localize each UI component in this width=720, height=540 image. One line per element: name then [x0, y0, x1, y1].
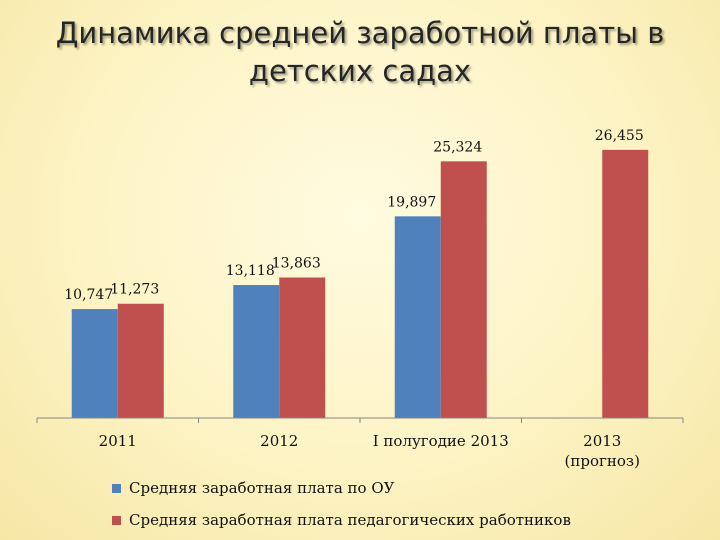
- bar-ou-0: [71, 309, 118, 418]
- legend-item-ou: Средняя заработная плата по ОУ: [112, 472, 571, 504]
- x-tick-label-2: I полугодие 2013: [373, 432, 509, 450]
- x-axis-tick-labels: 2011 2012 I полугодие 2013 2013 (прогноз): [99, 432, 640, 470]
- chart-title-line-1: Динамика средней заработной платы в: [55, 16, 665, 50]
- data-label-ped-3: 26,455: [595, 128, 644, 144]
- legend-label-ped: Средняя заработная плата педагогических …: [129, 511, 571, 529]
- x-tick-label-3: 2013 (прогноз): [565, 432, 640, 470]
- chart-title: Динамика средней заработной платы в детс…: [0, 14, 720, 90]
- bar-ou-1: [233, 285, 280, 418]
- bar-ou-2: [394, 216, 441, 418]
- data-label-ped-0: 11,273: [110, 282, 159, 298]
- chart-title-line-2: детских садах: [248, 54, 472, 88]
- bar-ped-0: [117, 303, 164, 418]
- data-label-ped-2: 25,324: [433, 139, 482, 155]
- legend-swatch-ped: [112, 515, 121, 525]
- data-label-ped-1: 13,863: [272, 255, 321, 271]
- data-label-ou-1: 13,118: [226, 263, 275, 279]
- legend-label-ou: Средняя заработная плата по ОУ: [129, 479, 395, 497]
- x-tick-label-0: 2011: [99, 432, 137, 450]
- legend-swatch-ou: [112, 483, 121, 493]
- legend-item-ped: Средняя заработная плата педагогических …: [112, 504, 571, 536]
- bars-layer: [71, 149, 649, 419]
- bar-ped-1: [279, 277, 326, 418]
- bar-ped-2: [440, 161, 487, 419]
- data-label-ou-2: 19,897: [387, 194, 436, 210]
- legend: Средняя заработная плата по ОУ Средняя з…: [112, 472, 571, 536]
- x-axis-ticks: [36, 418, 684, 423]
- bar-ped-3: [602, 149, 649, 418]
- data-labels-layer: 10,747 13,118 19,897 11,273 13,863 25,324 26,4…: [64, 128, 644, 303]
- x-tick-label-1: 2012: [260, 432, 298, 450]
- data-label-ou-0: 10,747: [64, 287, 113, 303]
